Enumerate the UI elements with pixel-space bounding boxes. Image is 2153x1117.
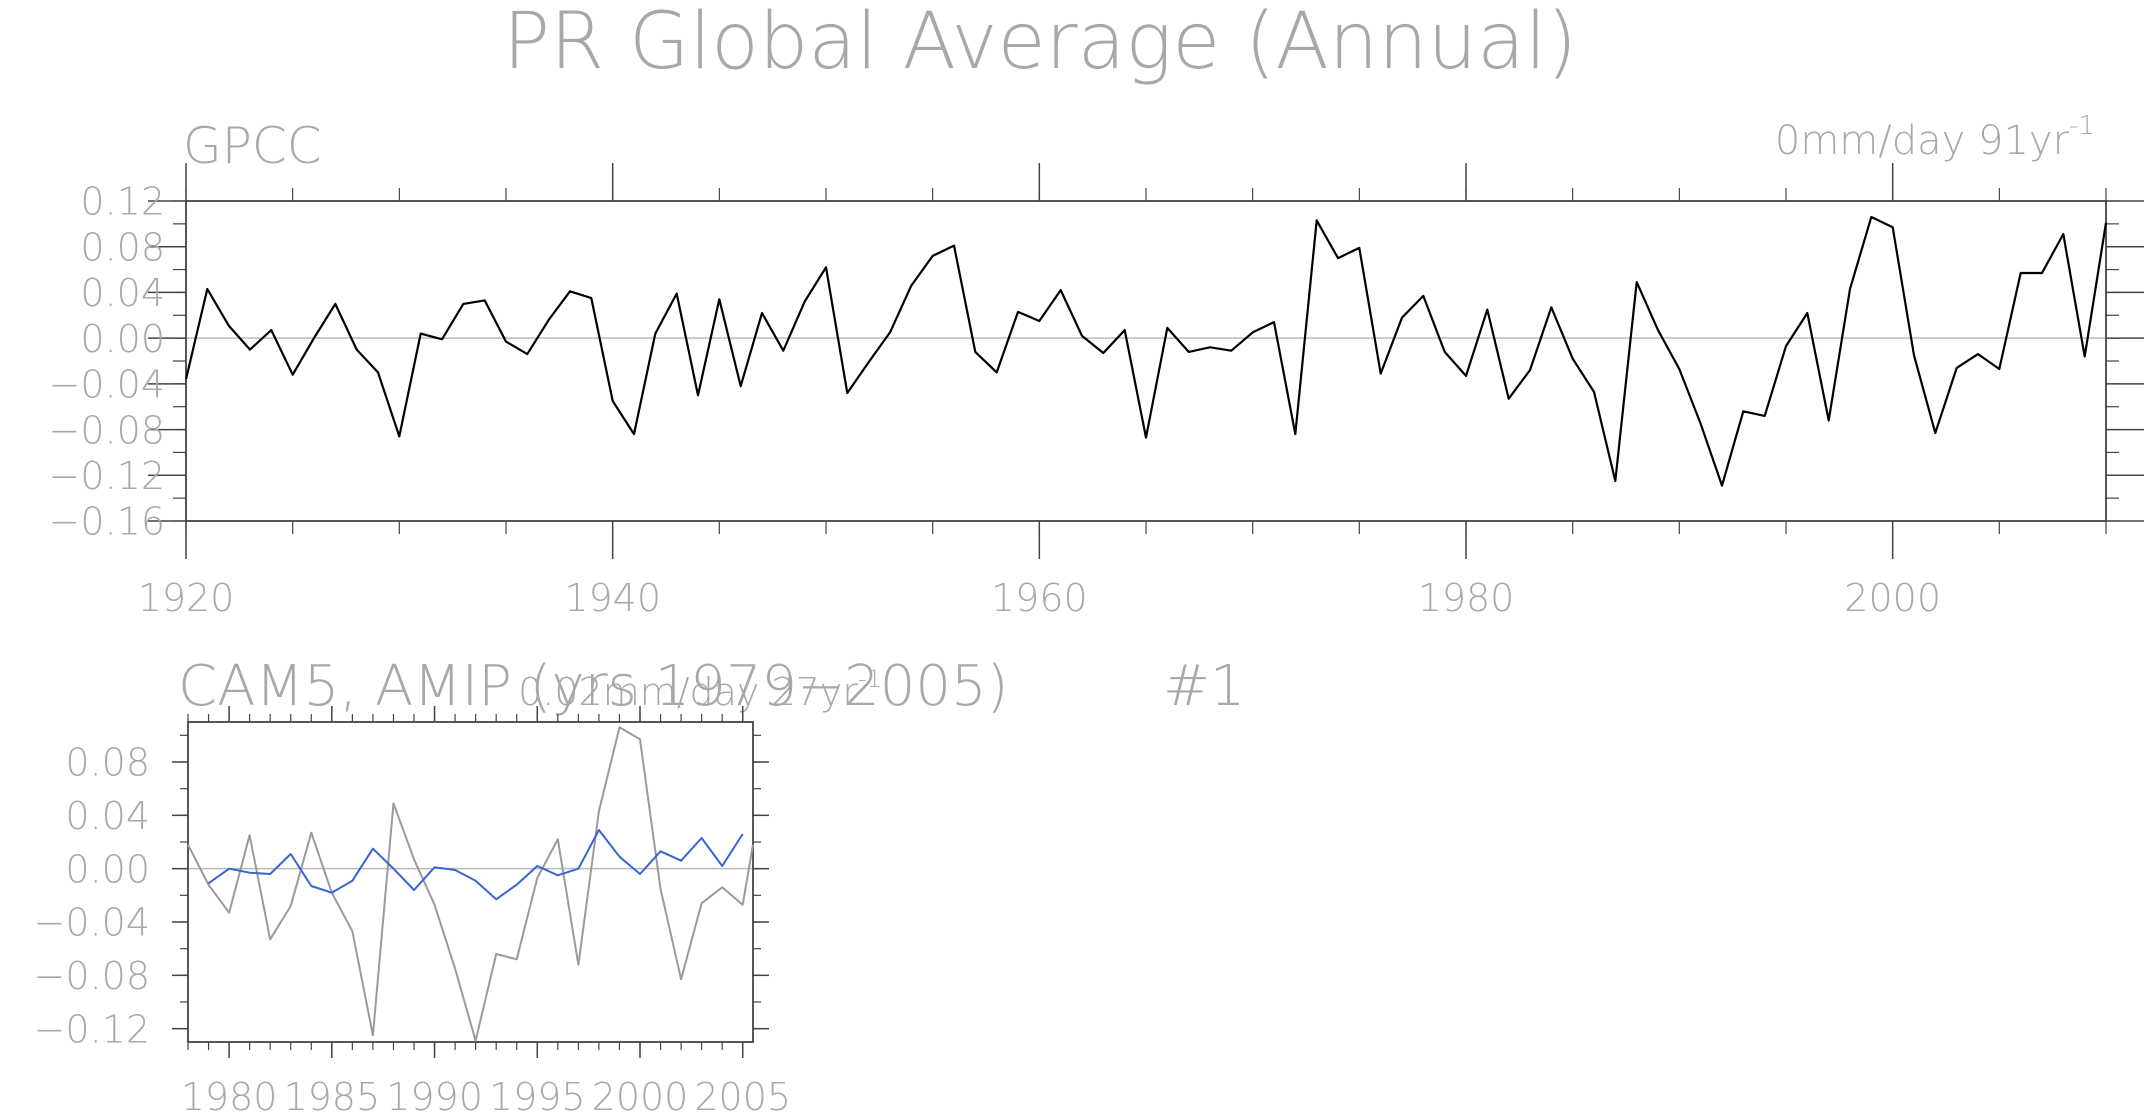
x-tick-label: 2000 — [1844, 576, 1941, 620]
y-tick-label: −0.16 — [49, 500, 165, 544]
x-tick-label: 1980 — [1418, 576, 1515, 620]
cam5-panel-title: CAM5, AMIP (yrs 1979−2005) — [178, 654, 1008, 719]
x-tick-label: 1990 — [386, 1075, 483, 1117]
y-tick-label: 0.00 — [65, 847, 150, 891]
series-line — [184, 215, 2108, 487]
y-tick-label: −0.12 — [49, 454, 165, 498]
x-tick-label: 1995 — [489, 1075, 586, 1117]
y-tick-label: 0.08 — [65, 741, 150, 785]
gpcc-trend-label: 0mm/day 91yr-1 — [1775, 111, 2095, 164]
gpcc-axes — [148, 163, 2144, 559]
gpcc-tick-labels: 1920 1940 1960 1980 20000.120.080.040.00−0.0… — [49, 180, 1941, 620]
x-tick-label: 1980 — [181, 1075, 278, 1117]
plot-frame — [185, 200, 2107, 522]
cam5-trend-exponent: -1 — [858, 665, 882, 693]
y-tick-label: −0.04 — [49, 363, 165, 407]
figure-title: PR Global Average (Annual) — [503, 0, 1577, 87]
y-tick-label: −0.04 — [34, 901, 150, 945]
gpcc-panel-title: GPCC — [183, 117, 322, 175]
y-tick-label: 0.04 — [65, 794, 150, 838]
cam5-axes — [172, 706, 769, 1058]
y-tick-label: 0.00 — [80, 317, 165, 361]
panel-cam5-amip: CAM5, AMIP (yrs 1979−2005) #1 0.02mm/day… — [34, 654, 1246, 1117]
gpcc-trend-exponent: -1 — [2069, 111, 2095, 141]
observations-line — [187, 726, 754, 1042]
gpcc-lines — [184, 215, 2108, 487]
plot-frame — [187, 721, 754, 1043]
y-tick-label: −0.08 — [49, 408, 165, 452]
model-line — [207, 829, 744, 901]
cam5-lines — [187, 726, 754, 1042]
y-tick-label: 0.04 — [80, 271, 165, 315]
x-tick-label: 1920 — [138, 576, 235, 620]
cam5-panel-id: #1 — [1163, 654, 1246, 719]
y-tick-label: 0.08 — [80, 225, 165, 269]
x-tick-label: 2000 — [592, 1075, 689, 1117]
cam5-tick-labels: 1980 1985 1990 1995 2000 2005 0.08 0.04 0.00 −0.0… — [34, 741, 792, 1117]
panel-gpcc: GPCC 0mm/day 91yr-1 1920 1940 1960 1980 2000… — [49, 111, 2144, 620]
gpcc-trend-value: 0mm/day 91yr — [1775, 118, 2070, 164]
x-tick-label: 1985 — [283, 1075, 380, 1117]
y-tick-label: 0.12 — [80, 180, 165, 224]
y-tick-label: −0.08 — [34, 954, 150, 998]
x-tick-label: 1960 — [991, 576, 1088, 620]
cam5-trend-value: 0.02mm/day 27yr — [518, 670, 858, 714]
cam5-trend-label: 0.02mm/day 27yr-1 — [518, 665, 882, 714]
x-tick-label: 1940 — [564, 576, 661, 620]
x-tick-label: 2005 — [694, 1075, 791, 1117]
y-tick-label: −0.12 — [34, 1007, 150, 1051]
